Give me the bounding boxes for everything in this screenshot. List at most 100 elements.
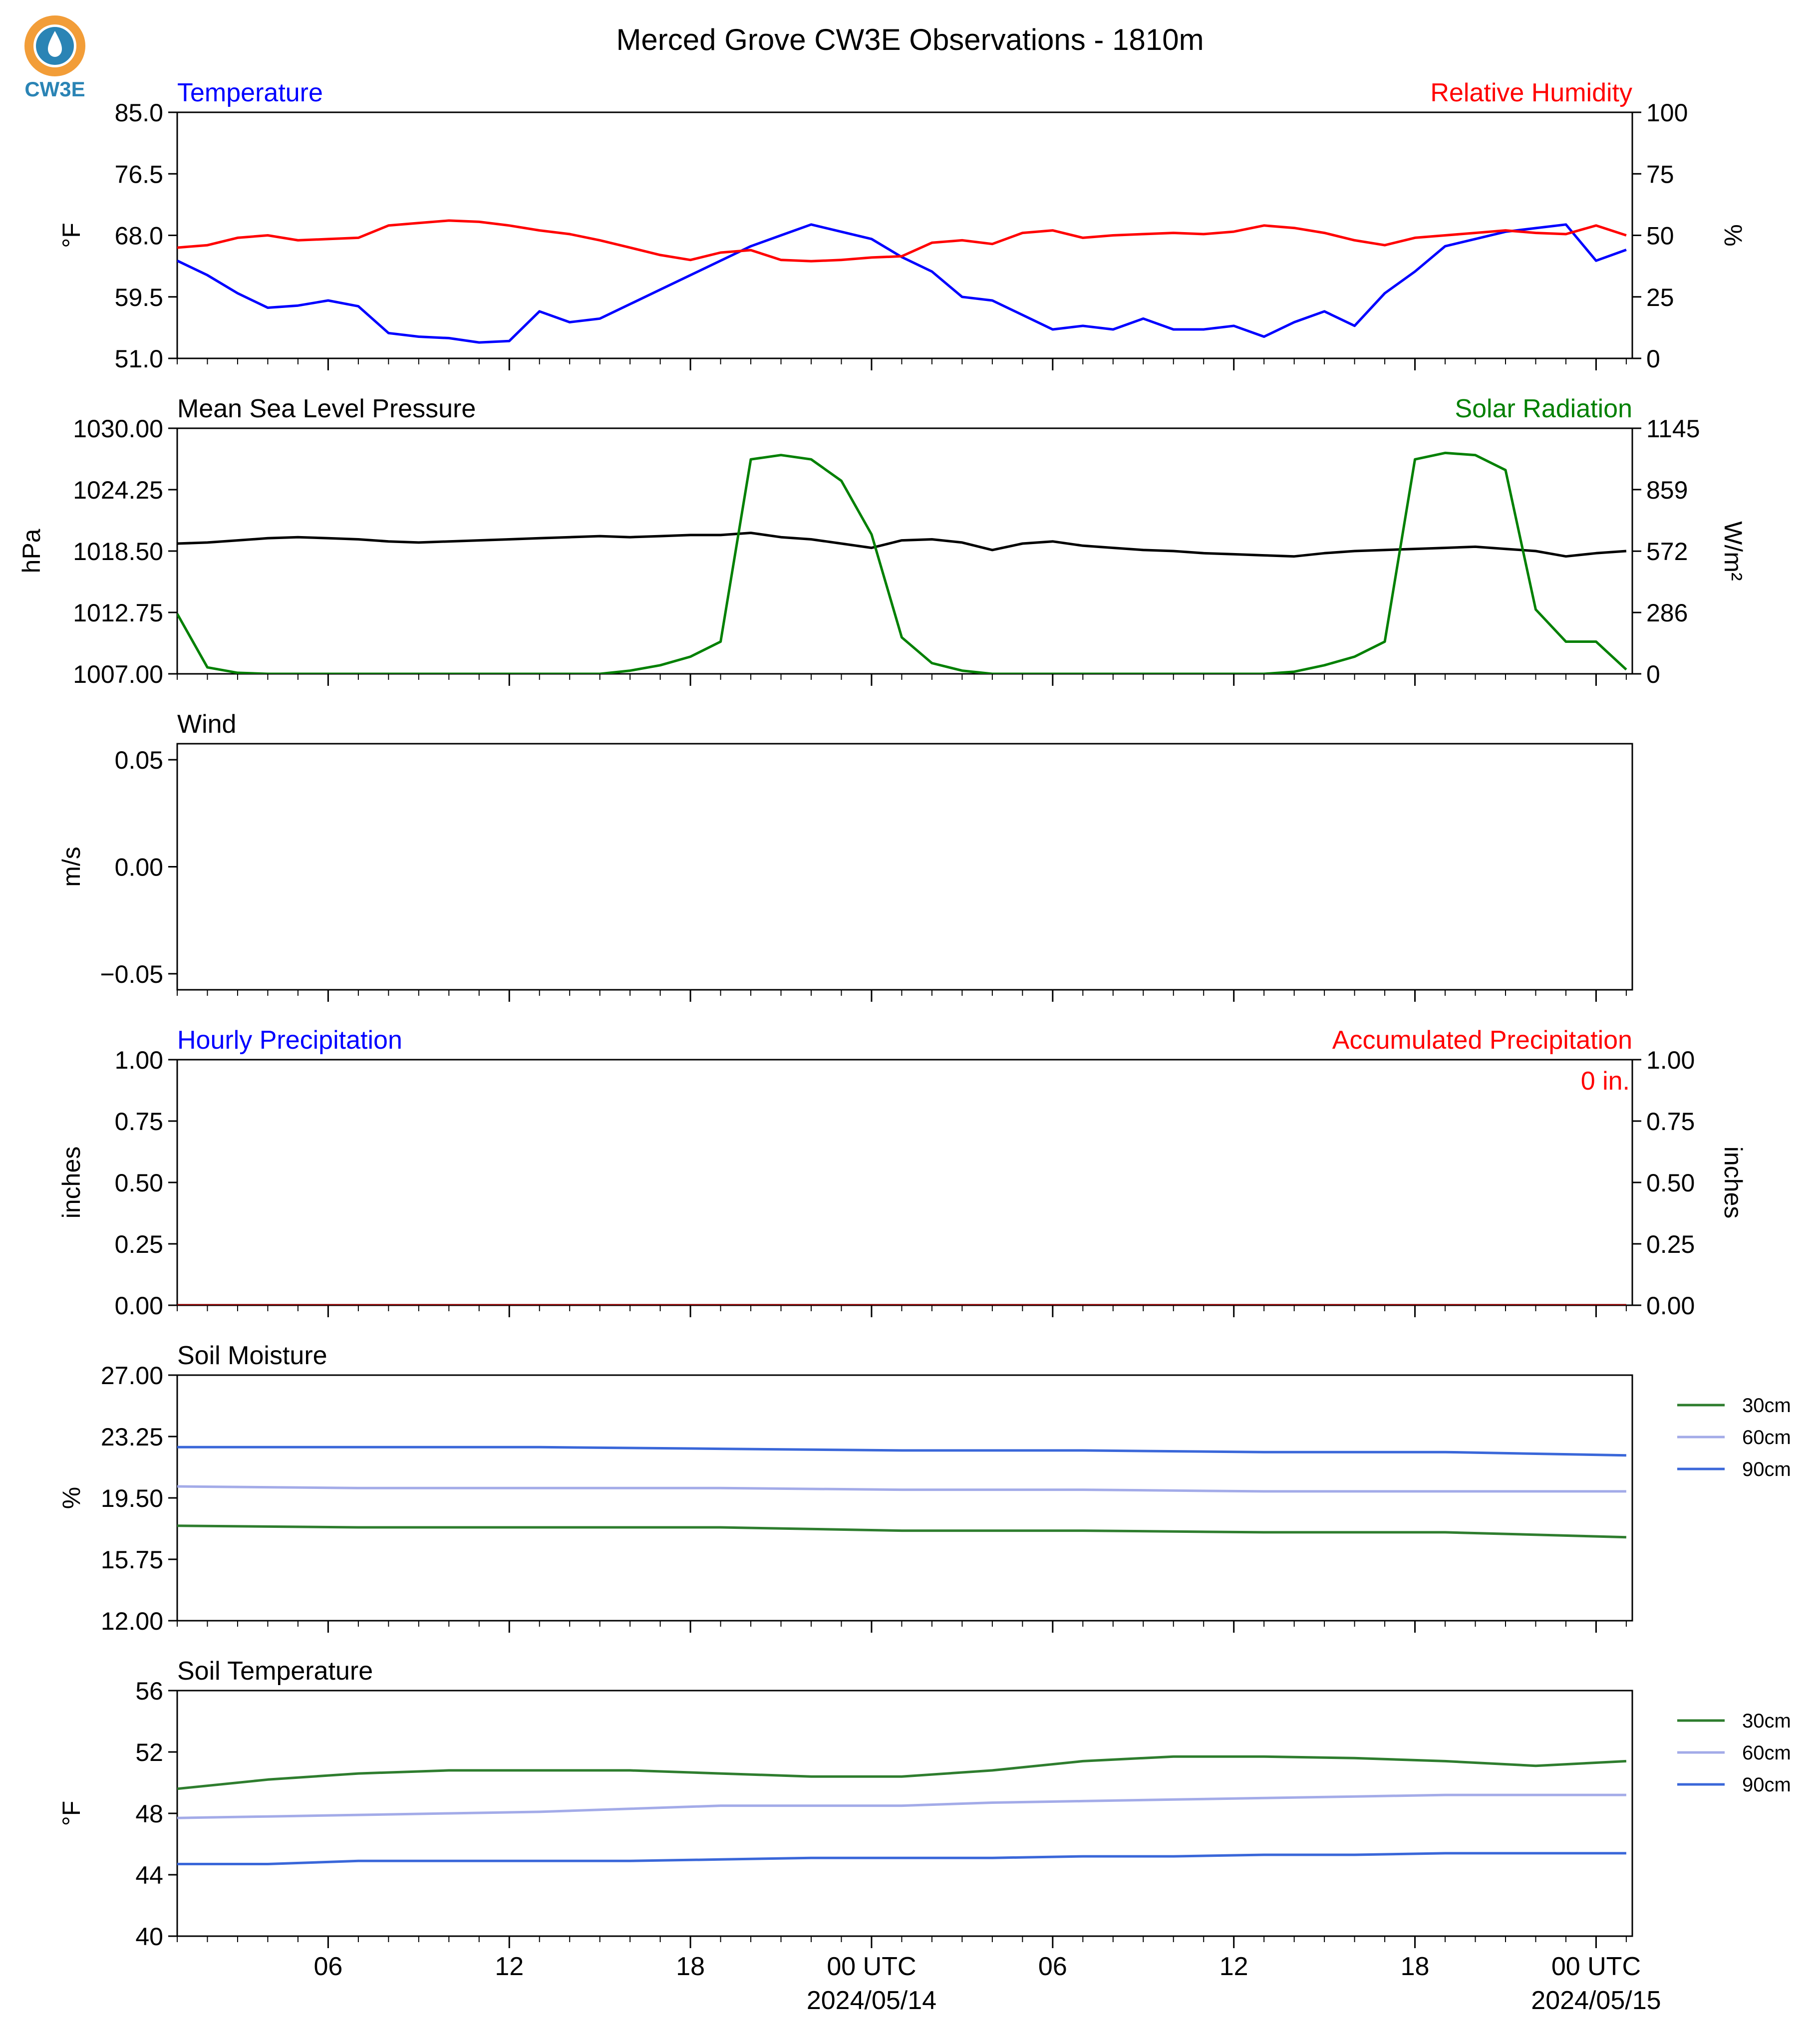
y-tick-label-right: 0	[1646, 345, 1660, 373]
y-tick-label-right: 859	[1646, 476, 1688, 504]
y-axis-label-left: °F	[57, 1801, 85, 1826]
y-tick-label-left: 0.05	[115, 746, 163, 774]
y-axis-label-right: %	[1719, 224, 1747, 246]
y-tick-label-left: 56	[135, 1677, 163, 1705]
y-tick-label-left: −0.05	[100, 960, 163, 988]
y-tick-label-left: 76.5	[115, 160, 163, 188]
plot-frame	[176, 1374, 1633, 1622]
y-tick-label-left: 27.00	[101, 1362, 163, 1390]
y-tick-label-left: 1012.75	[73, 599, 163, 627]
logo-drop-icon	[48, 31, 62, 57]
y-tick-label-right: 25	[1646, 284, 1674, 311]
y-tick-label-left: 0.75	[115, 1108, 163, 1136]
y-tick-label-left: 1.00	[115, 1046, 163, 1074]
series-line-30cm	[177, 1755, 1627, 1790]
legend-label: 60cm	[1742, 1427, 1791, 1449]
panel-temp_rh: Temperature Relative Humidity 85.0 76.5 68.0…	[57, 78, 1747, 373]
x-tick-label: 06	[313, 1952, 342, 1981]
legend-label: 60cm	[1742, 1742, 1791, 1764]
y-tick-label-left: 1007.00	[73, 660, 163, 688]
panel-pressure_solar: Mean Sea Level Pressure Solar Radiation 10…	[17, 394, 1747, 688]
legend-label: 90cm	[1742, 1774, 1791, 1796]
series-line-60cm	[177, 1485, 1626, 1493]
y-tick-label-left: 1018.50	[73, 538, 163, 566]
y-tick-label-right: 0.25	[1646, 1230, 1695, 1258]
y-tick-label-right: 1.00	[1646, 1046, 1695, 1074]
y-tick-label-left: 44	[135, 1861, 163, 1889]
panel-title-left: Temperature	[177, 78, 323, 107]
y-tick-label-right: 572	[1646, 538, 1688, 566]
panel-precip: Hourly Precipitation Accumulated Precipit…	[57, 1026, 1747, 1320]
y-tick-label-left: 59.5	[115, 284, 163, 311]
series-line-60cm	[177, 1793, 1626, 1819]
panel-title-left: Soil Temperature	[177, 1657, 373, 1686]
plot-frame	[176, 743, 1633, 991]
figure-title: Merced Grove CW3E Observations - 1810m	[616, 23, 1204, 56]
panel-title-right: Relative Humidity	[1430, 78, 1632, 107]
y-tick-label-right: 0	[1646, 660, 1660, 688]
plot-frame	[176, 1059, 1633, 1306]
y-tick-label-left: 0.00	[115, 854, 163, 881]
x-tick-label: 00 UTC	[1551, 1952, 1641, 1981]
y-tick-label-right: 0.50	[1646, 1169, 1695, 1197]
y-tick-label-right: 0.00	[1646, 1292, 1695, 1320]
y-tick-label-left: 51.0	[115, 345, 163, 373]
y-axis-label-left: %	[57, 1487, 85, 1509]
panel-title-right: Solar Radiation	[1455, 394, 1632, 423]
legend-label: 30cm	[1742, 1710, 1791, 1732]
y-tick-label-right: 1145	[1646, 415, 1700, 443]
panels: Temperature Relative Humidity 85.0 76.5 68.0…	[17, 78, 1791, 2015]
series-line-relative-humidity	[177, 219, 1627, 263]
y-tick-label-left: 52	[135, 1738, 163, 1766]
series-line-mean-sea-level-pressure	[177, 532, 1627, 558]
x-tick-label: 18	[676, 1952, 705, 1981]
y-tick-label-left: 0.50	[115, 1169, 163, 1197]
y-tick-label-left: 68.0	[115, 222, 163, 250]
x-tick-label: 06	[1038, 1952, 1067, 1981]
legend-label: 90cm	[1742, 1458, 1791, 1480]
legend-label: 30cm	[1742, 1395, 1791, 1417]
y-tick-label-left: 1030.00	[73, 415, 163, 443]
y-axis-label-left: °F	[57, 223, 85, 248]
series-line-90cm	[177, 1852, 1626, 1865]
x-tick-label: 12	[1219, 1952, 1248, 1981]
x-tick-label: 12	[495, 1952, 524, 1981]
y-axis-label-left: hPa	[17, 529, 45, 573]
accumulated-precip-annotation: 0 in.	[1581, 1067, 1630, 1096]
series-line-solar-radiation	[177, 451, 1627, 674]
y-tick-label-left: 0.00	[115, 1292, 163, 1320]
panel-title-left: Mean Sea Level Pressure	[177, 394, 476, 423]
y-tick-label-left: 23.25	[101, 1423, 163, 1451]
y-tick-label-left: 15.75	[101, 1546, 163, 1574]
y-tick-label-left: 48	[135, 1800, 163, 1828]
y-tick-label-left: 0.25	[115, 1230, 163, 1258]
series-line-90cm	[177, 1446, 1626, 1457]
y-axis-label-left: inches	[57, 1147, 85, 1219]
y-axis-label-right: inches	[1719, 1147, 1747, 1219]
series-line-30cm	[177, 1524, 1626, 1539]
x-tick-label: 18	[1401, 1952, 1430, 1981]
panel-wind: Wind 0.05 0.00 −0.05 m/s	[57, 710, 1633, 1002]
y-tick-label-right: 75	[1646, 160, 1674, 188]
panel-title-right: Accumulated Precipitation	[1332, 1026, 1632, 1055]
x-tick-label: 00 UTC	[827, 1952, 916, 1981]
y-tick-label-left: 1024.25	[73, 476, 163, 504]
y-tick-label-right: 100	[1646, 99, 1688, 127]
cw3e-logo: CW3E	[24, 15, 85, 101]
x-date-label: 2024/05/15	[1531, 1986, 1661, 2015]
plot-frame	[176, 111, 1633, 359]
panel-title-left: Hourly Precipitation	[177, 1026, 402, 1055]
panel-title-left: Wind	[177, 710, 236, 739]
y-axis-label-right: W/m²	[1719, 521, 1747, 580]
y-tick-label-right: 286	[1646, 599, 1688, 627]
y-tick-label-left: 19.50	[101, 1484, 163, 1512]
logo-ring	[24, 15, 85, 76]
y-tick-label-left: 12.00	[101, 1607, 163, 1635]
y-tick-label-right: 0.75	[1646, 1108, 1695, 1136]
panel-soil_temperature: Soil Temperature 56 52 48 44 40 °F 30cm 60cm 90cm…	[57, 1657, 1791, 2015]
y-axis-label-left: m/s	[57, 847, 85, 887]
y-tick-label-left: 40	[135, 1923, 163, 1951]
panel-title-left: Soil Moisture	[177, 1341, 327, 1370]
y-tick-label-right: 50	[1646, 222, 1674, 250]
